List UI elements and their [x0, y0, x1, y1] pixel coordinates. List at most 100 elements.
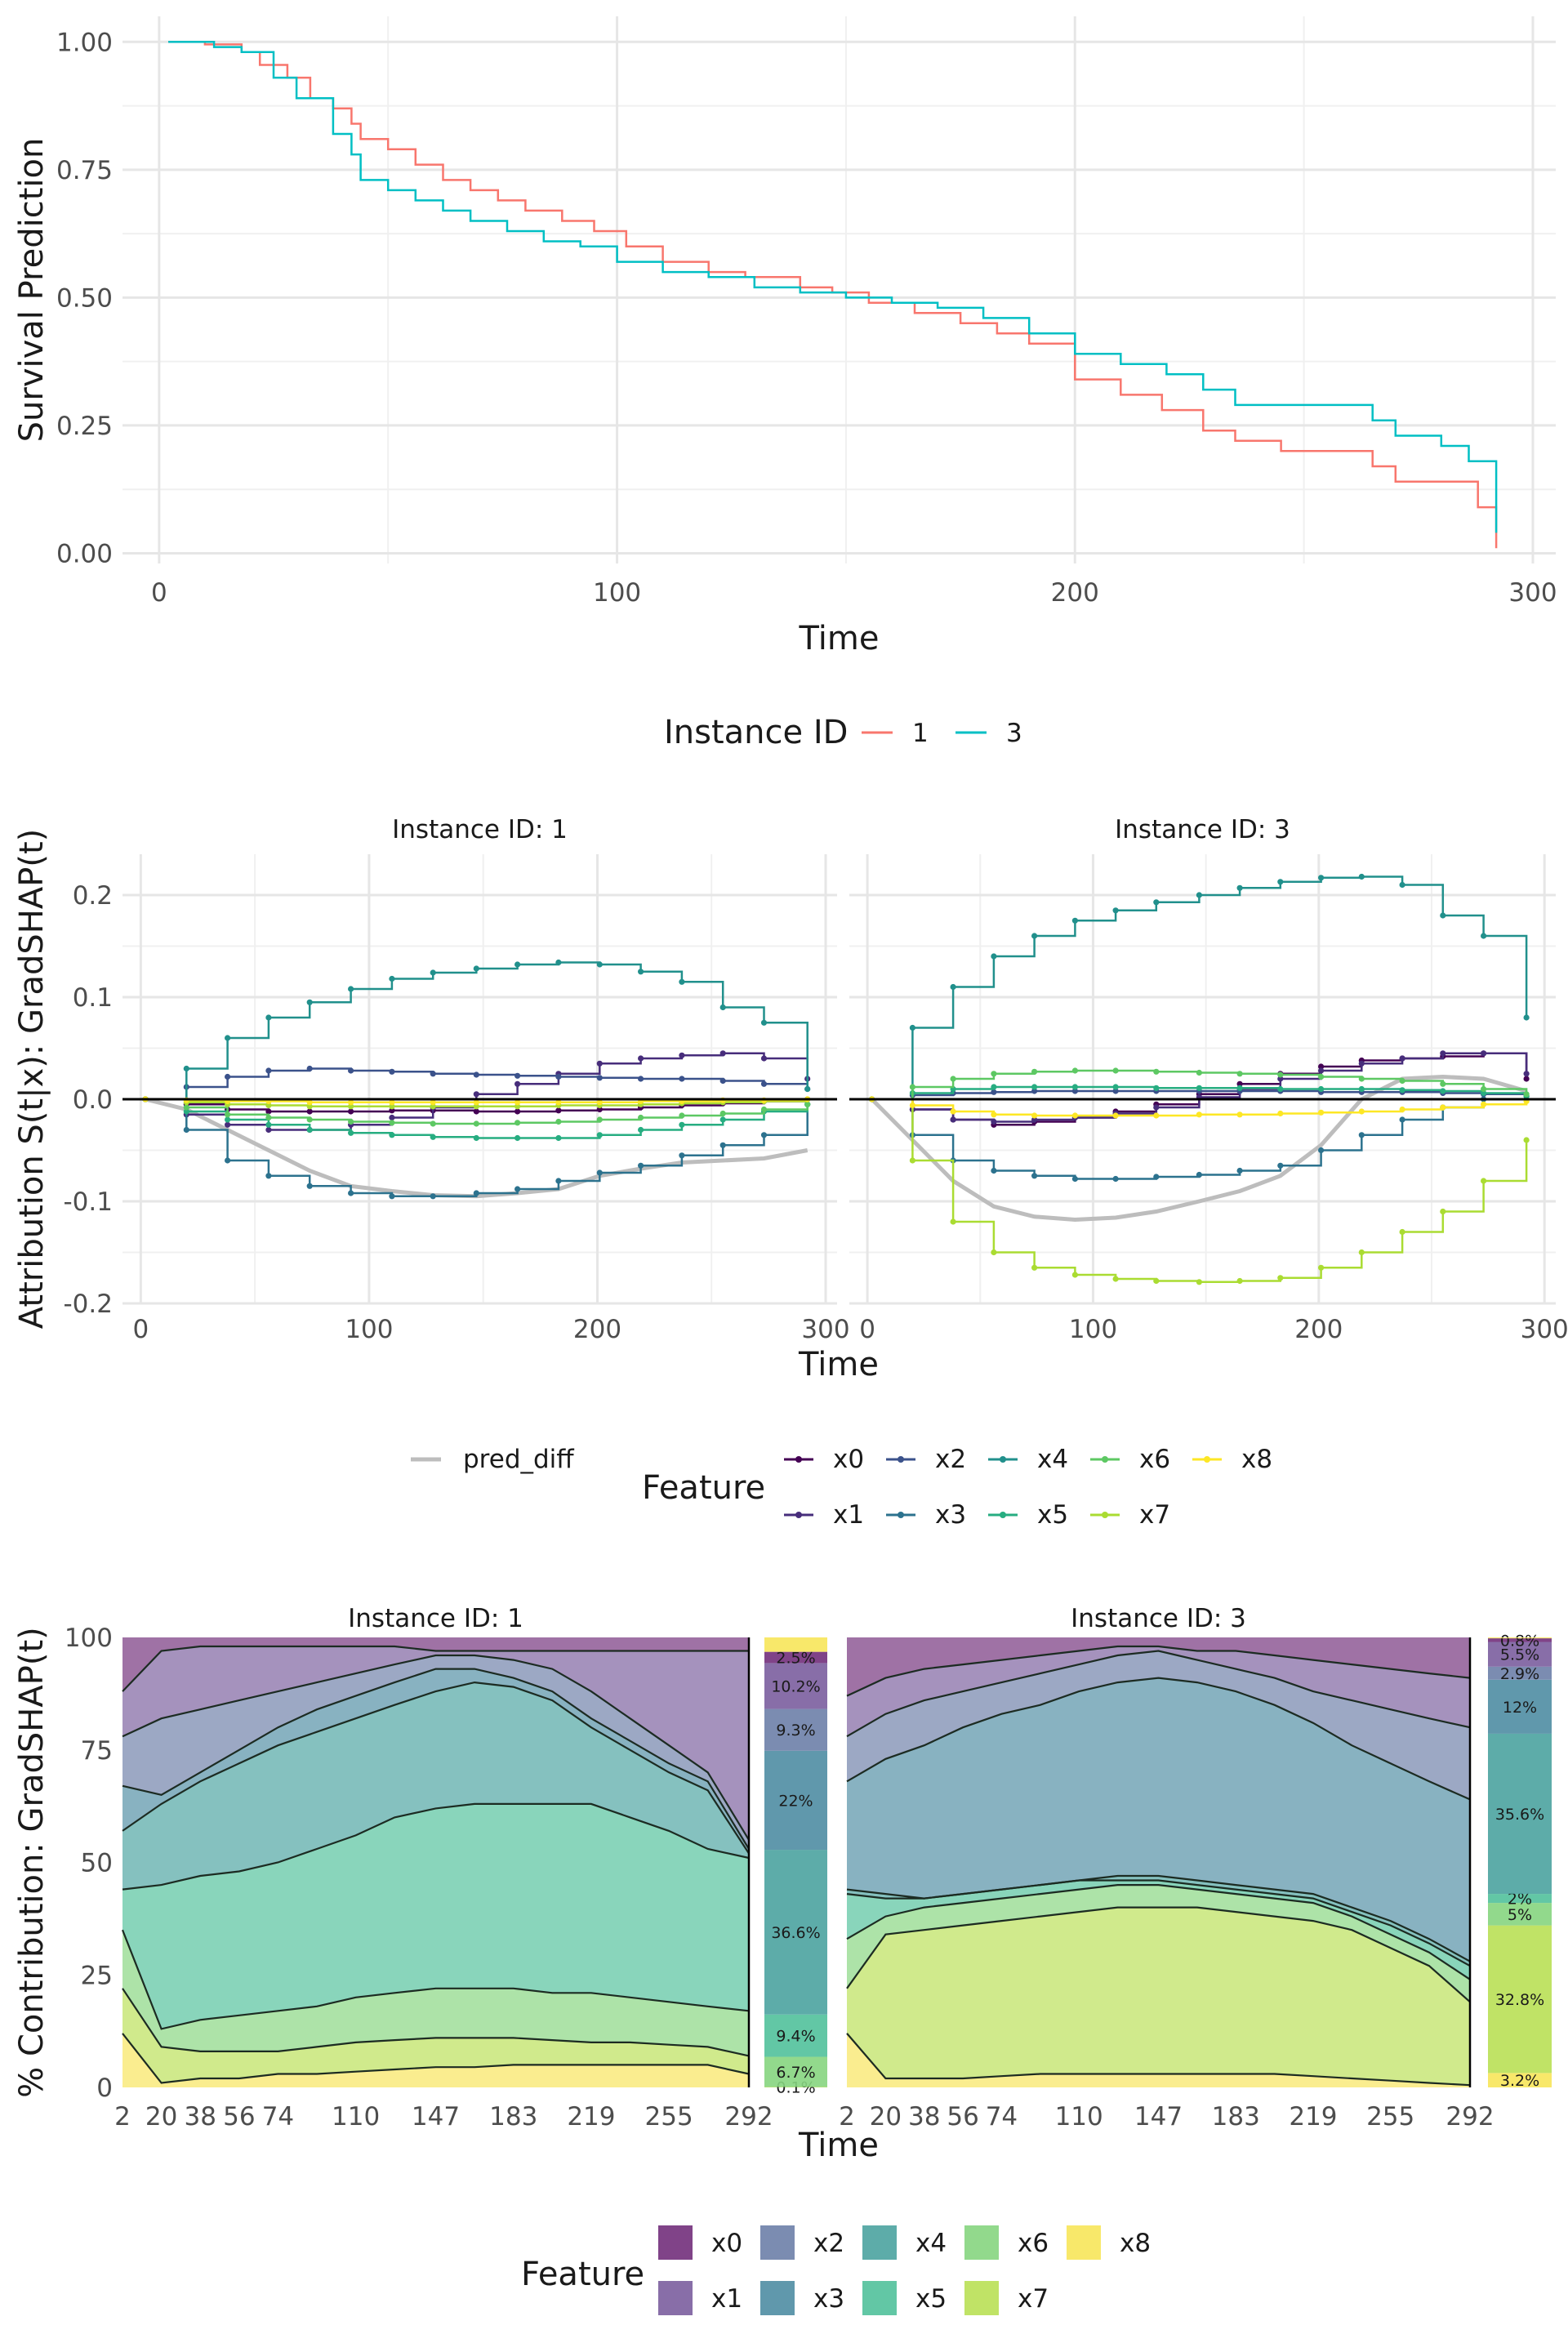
attribution-point-x3: [555, 1178, 562, 1184]
attribution-point-x0: [1523, 1076, 1530, 1082]
attribution-point-x7: [306, 1103, 313, 1110]
area-x2: [847, 1650, 1470, 1800]
boundary-x1: [846, 1645, 1471, 1697]
endbar-segment-x1: [1488, 1642, 1552, 1667]
attribution-point-x7: [1481, 1178, 1487, 1184]
attribution-point-x6: [389, 1120, 395, 1126]
endbar-label-x5: 9.4%: [776, 2028, 815, 2046]
endbar-segment-x2: [1488, 1666, 1552, 1680]
attribution-point-x8: [514, 1099, 521, 1106]
endbar-label-x0: 0.8%: [1500, 1632, 1539, 1650]
attribution-point-x5: [1358, 1085, 1365, 1093]
attribution-point-x6: [1358, 1076, 1365, 1082]
attribution-point-x5: [473, 1134, 479, 1142]
legend-label-x7: x7: [1018, 2284, 1049, 2314]
endbar-label-x4: 35.6%: [1495, 1806, 1544, 1824]
y-tick-label: 0.1: [73, 983, 113, 1013]
y-tick-label: 75: [81, 1736, 113, 1766]
attribution-point-x6: [760, 1106, 768, 1113]
endbar-segment-x1: [764, 1663, 827, 1709]
attribution-point-x2: [348, 1067, 354, 1074]
y-tick-label: 0.50: [56, 283, 113, 313]
x-tick-label: 219: [1289, 2102, 1337, 2132]
attribution-point-x1: [719, 1050, 726, 1057]
x-tick-label: 300: [801, 1315, 849, 1344]
attribution-point-x6: [1031, 1068, 1038, 1075]
legend-key-point-x2: [898, 1456, 904, 1463]
attribution-point-x2: [430, 1071, 436, 1077]
legend-key-x5: [862, 2281, 897, 2315]
attribution-point-x5: [1153, 1085, 1160, 1091]
attribution-point-x7: [265, 1102, 272, 1109]
attribution-point-x4: [991, 953, 997, 960]
attribution-point-x7: [1153, 1277, 1160, 1285]
endbar-label-x8: 3.2%: [1500, 2072, 1539, 2090]
legend-label-x2: x2: [935, 1445, 966, 1474]
attribution-point-x4: [1031, 933, 1038, 939]
attribution-point-x4: [909, 1024, 915, 1031]
x-tick-label: 56: [223, 2102, 255, 2132]
attribution-point-x5: [265, 1121, 272, 1128]
attribution-point-x5: [991, 1084, 997, 1090]
attribution-point-x2: [514, 1072, 521, 1079]
area-x4: [122, 1682, 749, 1890]
attribution-point-x1: [1277, 1076, 1284, 1082]
attribution-point-x7: [1523, 1137, 1530, 1143]
attribution-point-x5: [1277, 1085, 1284, 1093]
attribution-point-x3: [1031, 1173, 1038, 1179]
attribution-point-x8: [950, 1108, 956, 1115]
attribution-point-x4: [1071, 917, 1078, 924]
attribution-point-x3: [1236, 1167, 1243, 1174]
facet-1: Instance ID: 1 0 100 200 300 -0.2 -0.1 0.0 0.1 0.…: [64, 815, 850, 1344]
boundary-x6: [121, 1929, 750, 2030]
x-tick-label: 300: [1508, 578, 1557, 608]
attribution-point-x2: [555, 1073, 562, 1080]
attribution-point-x5: [1071, 1084, 1078, 1090]
endbar-segment-x6: [1488, 1903, 1552, 1926]
x-tick-label: 300: [1521, 1315, 1568, 1344]
survival-line-instance-1: [168, 41, 1498, 549]
legend-label-x4: x4: [915, 2229, 947, 2258]
boundary-x2: [846, 1650, 1471, 1738]
attribution-point-x6: [679, 1112, 685, 1119]
attribution-point-x4: [514, 961, 521, 968]
attribution-point-x5: [348, 1129, 354, 1136]
legend-label-x8: x8: [1241, 1445, 1272, 1474]
attribution-point-x6: [348, 1118, 354, 1125]
attribution-point-x7: [1031, 1264, 1038, 1271]
attribution-point-x1: [1358, 1060, 1365, 1067]
attribution-point-x3: [306, 1183, 313, 1189]
attribution-point-x1: [1318, 1067, 1325, 1074]
x-tick-label: 38: [908, 2102, 940, 2132]
boundary-x8: [846, 2033, 1471, 2087]
y-tick-label: -0.2: [64, 1290, 114, 1319]
attribution-point-x6: [183, 1104, 189, 1111]
attribution-point-x1: [389, 1114, 395, 1121]
legend-label-x3: x3: [813, 2284, 844, 2314]
attribution-point-x7: [1112, 1276, 1119, 1282]
attribution-point-x8: [555, 1099, 562, 1106]
x-tick-label: 74: [986, 2102, 1018, 2132]
boundary-x3: [122, 1668, 750, 1850]
x-tick-label: 100: [1069, 1315, 1117, 1344]
legend-key-point-x0: [795, 1456, 802, 1463]
attribution-point-x2: [1112, 1088, 1119, 1094]
attribution-point-x3: [265, 1173, 272, 1179]
x-tick-label: 2: [114, 2102, 131, 2132]
attribution-point-x2: [306, 1065, 313, 1072]
attribution-point-x4: [1358, 873, 1365, 880]
endbar-segment-x5: [764, 2014, 827, 2057]
legend-label-1: 1: [912, 719, 929, 748]
attribution-point-x4: [430, 969, 436, 976]
attribution-point-x6: [1153, 1068, 1160, 1075]
attribution-point-x5: [1112, 1084, 1119, 1090]
attribution-point-x4: [473, 965, 479, 972]
facet-strip-label: Instance ID: 3: [1115, 815, 1290, 844]
attribution-point-x8: [1318, 1109, 1325, 1116]
attribution-point-x3: [430, 1193, 436, 1200]
x-tick-label: 56: [947, 2102, 978, 2132]
attribution-point-x3: [1277, 1162, 1284, 1169]
contribution-plot: Instance ID: 10.1%6.7%9.4%36.6%22%9.3%10…: [13, 1604, 1552, 2315]
attribution-point-x7: [1277, 1275, 1284, 1281]
boundary-x5: [122, 1802, 750, 1891]
